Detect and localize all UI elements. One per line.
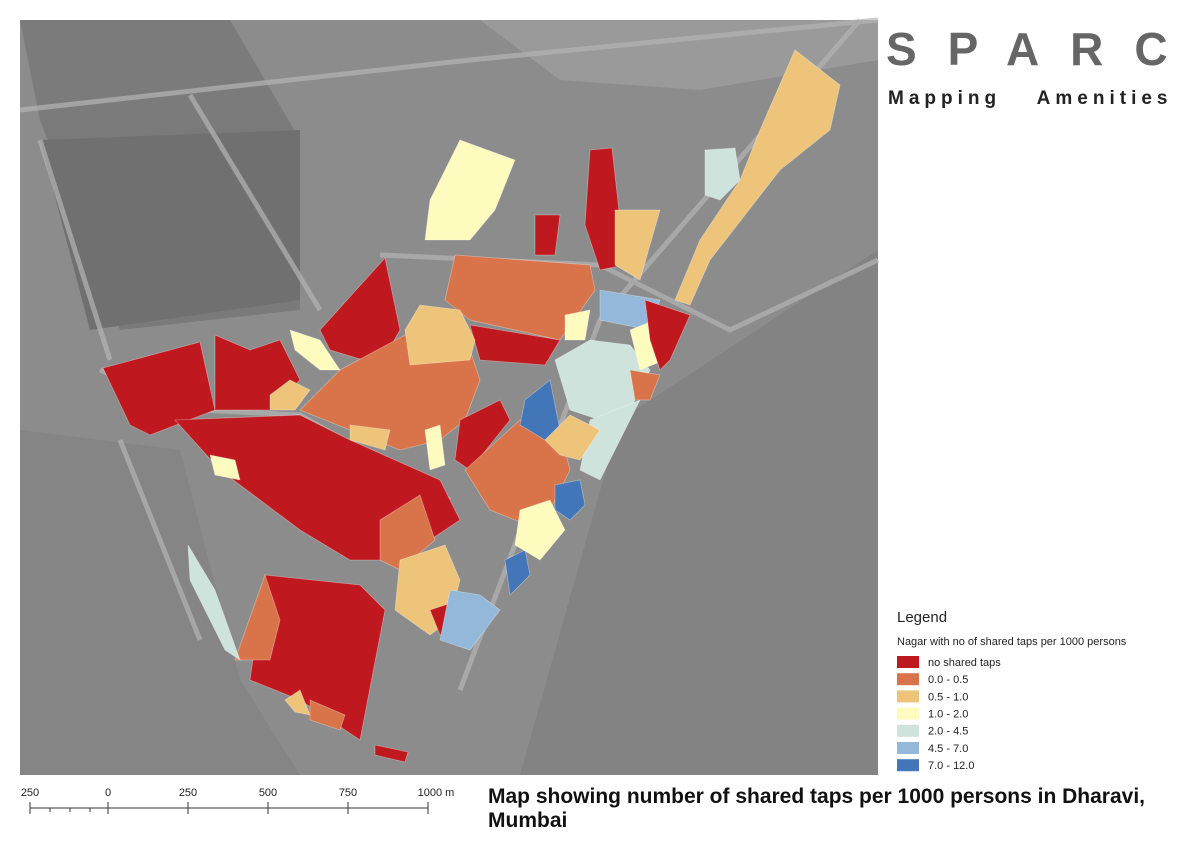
nagar-area [454,399,511,471]
nagar-area [614,209,661,281]
scale-label: 0 [105,787,111,799]
legend-subtitle: Nagar with no of shared taps per 1000 pe… [897,636,1127,648]
legend-swatch [897,673,919,686]
nagar-area [234,573,281,661]
nagar-area [674,49,841,306]
legend-label: 4.5 - 7.0 [928,743,968,755]
scale-bar: 250 0 250 500 750 1000 m [21,787,455,814]
legend-title: Legend [897,609,948,626]
legend-label: 7.0 - 12.0 [928,760,974,772]
nagar-area [534,214,561,256]
nagar-area [187,544,241,662]
nagar-area [269,379,311,411]
legend-swatch [897,724,919,737]
legend-label: 2.0 - 4.5 [928,726,968,738]
legend-swatch [897,690,919,703]
nagar-area [629,369,661,401]
scale-label: 500 [259,787,277,799]
satellite-texture [20,20,878,775]
legend-swatch [897,742,919,754]
nagar-area [404,304,476,366]
nagar-area [544,414,601,461]
nagar-areas [102,49,841,763]
legend-label: no shared taps [928,657,1001,669]
nagar-area [564,309,591,341]
legend-swatch [897,759,919,772]
nagar-area [374,744,409,763]
nagar-area [289,329,341,371]
nagar-area [554,479,586,521]
legend-label: 0.5 - 1.0 [928,691,968,703]
nagar-area [704,147,741,201]
nagar-area [249,574,386,741]
nagar-area [644,299,691,371]
nagar-area [439,589,501,651]
legend: no shared taps 0.0 - 0.5 0.5 - 1.0 1.0 - 2.… [897,656,1001,772]
scale-label: 250 [21,787,39,799]
legend-swatch [897,656,919,668]
scale-label: 750 [339,787,357,799]
nagar-area [309,699,346,731]
nagar-area [209,454,241,481]
nagar-area [514,499,566,561]
nagar-area [349,424,391,451]
scale-label: 1000 m [418,787,455,799]
nagar-area [504,549,531,596]
nagar-area [424,139,516,241]
nagar-area [424,424,446,471]
legend-label: 0.0 - 0.5 [928,674,968,686]
scale-label: 250 [179,787,197,799]
legend-label: 1.0 - 2.0 [928,709,968,721]
map-caption: Map showing number of shared taps per 10… [488,785,1145,832]
header-subtitle: Mapping Amenities [888,88,1173,109]
legend-swatch [897,707,919,720]
header-title: SPARC [886,23,1199,75]
nagar-area [469,324,561,366]
